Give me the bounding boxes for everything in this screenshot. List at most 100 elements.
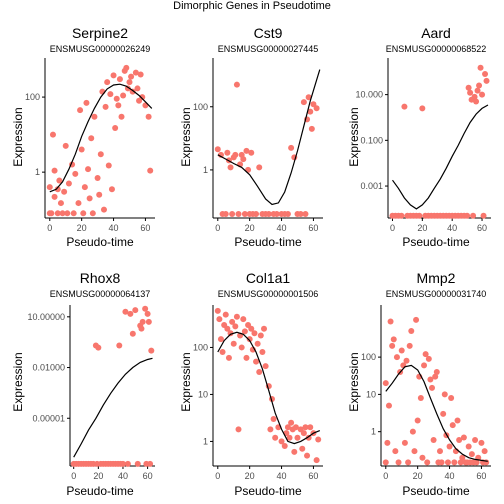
x-tick-label: 0 xyxy=(47,223,52,233)
data-point xyxy=(424,459,431,466)
data-point xyxy=(430,436,437,443)
data-point xyxy=(116,76,123,83)
data-point xyxy=(243,354,250,361)
plot-area: 0 20 40 60 1 10 100 xyxy=(193,305,323,481)
data-point xyxy=(132,307,139,314)
data-point xyxy=(429,384,436,391)
x-axis-title: Pseudo-time xyxy=(402,235,470,249)
data-point xyxy=(85,166,92,173)
data-point xyxy=(300,430,307,437)
data-point xyxy=(288,419,295,426)
data-point xyxy=(138,325,145,332)
x-tick-label: 0 xyxy=(215,223,220,233)
data-point xyxy=(474,87,481,94)
data-point xyxy=(145,318,152,325)
data-point xyxy=(451,459,458,466)
data-point xyxy=(441,391,448,398)
data-point xyxy=(57,200,64,207)
data-point xyxy=(414,417,421,424)
x-axis-title: Pseudo-time xyxy=(66,484,134,498)
data-point xyxy=(248,149,255,156)
data-point xyxy=(219,348,226,355)
panel-rhox8: Rhox8 ENSMUSG00000064137 Expression Pseu… xyxy=(11,270,155,498)
data-point xyxy=(302,211,309,218)
fitted-curve xyxy=(385,364,488,462)
x-tick-label: 40 xyxy=(277,471,287,481)
data-point xyxy=(96,191,103,198)
data-point xyxy=(139,94,146,101)
data-point xyxy=(267,426,274,433)
x-tick-label: 0 xyxy=(383,471,388,481)
data-point xyxy=(419,454,426,461)
data-point xyxy=(46,184,53,191)
data-point xyxy=(77,107,84,114)
data-point xyxy=(482,70,489,77)
data-point xyxy=(384,439,391,446)
data-point xyxy=(292,424,299,431)
data-point xyxy=(313,105,320,112)
x-tick-label: 40 xyxy=(118,471,128,481)
data-point xyxy=(284,424,291,431)
y-tick-label: 100 xyxy=(361,352,376,362)
x-tick-label: 0 xyxy=(215,471,220,481)
data-point xyxy=(230,340,237,347)
x-tick-label: 60 xyxy=(308,223,318,233)
data-point xyxy=(422,351,429,358)
data-point xyxy=(425,355,432,362)
data-point xyxy=(104,79,111,86)
data-point xyxy=(112,125,119,132)
data-point xyxy=(436,448,443,455)
data-point xyxy=(233,313,240,320)
x-tick-label: 0 xyxy=(390,223,395,233)
data-point xyxy=(254,340,261,347)
data-point xyxy=(120,92,127,99)
data-point xyxy=(232,323,239,330)
x-tick-label: 20 xyxy=(417,223,427,233)
panel-cst9: Cst9 ENSMUSG00000027445 Expression Pseud… xyxy=(179,25,323,249)
data-point xyxy=(124,460,131,467)
fitted-curve xyxy=(217,69,321,206)
data-point xyxy=(481,448,488,455)
data-point xyxy=(105,162,112,169)
data-point xyxy=(456,436,463,443)
data-point xyxy=(398,212,405,219)
data-point xyxy=(139,318,146,325)
plot-area: 0 20 40 60 1 100 xyxy=(193,58,323,233)
data-point xyxy=(417,395,424,402)
y-axis-title: Expression xyxy=(179,107,193,166)
data-point xyxy=(145,113,152,120)
data-point xyxy=(253,211,260,218)
data-point xyxy=(123,64,130,71)
data-point xyxy=(444,459,451,466)
data-point xyxy=(95,344,102,351)
data-point xyxy=(214,307,221,314)
data-point xyxy=(457,459,464,466)
x-tick-label: 60 xyxy=(477,223,487,233)
data-point xyxy=(438,459,445,466)
data-point xyxy=(119,460,126,467)
data-point xyxy=(134,85,141,92)
data-point xyxy=(473,98,480,105)
data-point xyxy=(51,167,58,174)
data-point xyxy=(83,99,90,106)
data-point xyxy=(56,177,63,184)
data-point xyxy=(116,342,123,349)
data-point xyxy=(467,89,474,96)
y-tick-label: 1 xyxy=(203,165,208,175)
y-tick-label: 10 xyxy=(198,389,208,399)
data-point xyxy=(107,91,114,98)
data-point xyxy=(464,212,471,219)
data-point xyxy=(248,325,255,332)
data-point xyxy=(305,94,312,101)
data-point xyxy=(416,212,423,219)
fitted-curve xyxy=(49,83,153,193)
data-point xyxy=(233,81,240,88)
figure-title: Dimorphic Genes in Pseudotime xyxy=(173,0,331,12)
panel-title: Mmp2 xyxy=(417,270,456,286)
x-tick-label: 60 xyxy=(308,471,318,481)
plot-area: 0 20 40 60 0.001 0.100 10.000 xyxy=(355,58,491,233)
y-axis-title: Expression xyxy=(347,352,361,411)
data-point xyxy=(291,448,298,455)
y-tick-label: 1 xyxy=(35,167,40,177)
data-point xyxy=(454,417,461,424)
